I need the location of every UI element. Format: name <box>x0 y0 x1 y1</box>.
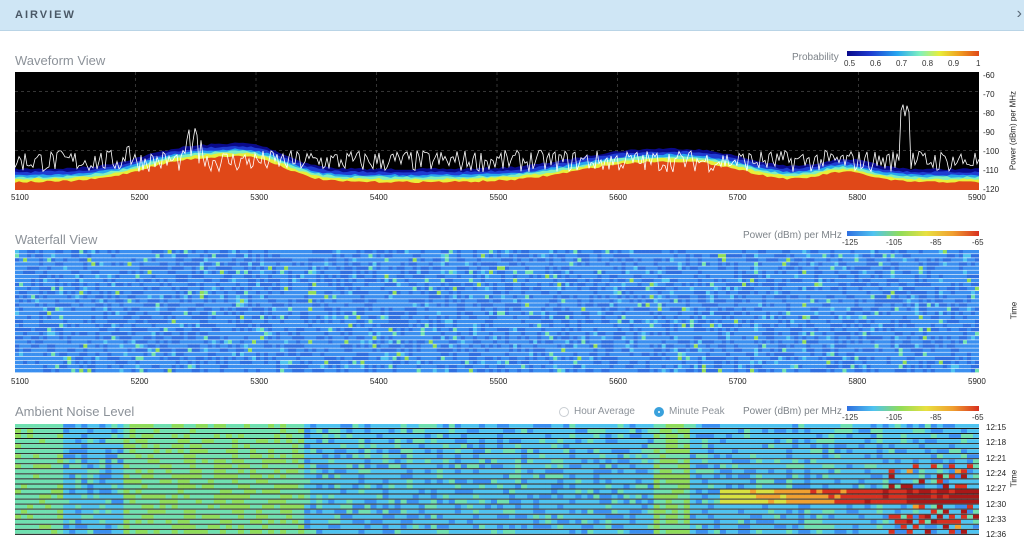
y-tick-label: -110 <box>983 166 998 175</box>
x-tick-label: 5200 <box>131 193 149 202</box>
x-tick-label: 5900 <box>968 377 986 386</box>
time-tick-label: 12:21 <box>986 454 1006 463</box>
waterfall-y-title: Time <box>1010 291 1019 331</box>
x-tick-label: 5600 <box>609 193 627 202</box>
y-tick-label: -80 <box>983 109 995 118</box>
y-tick-label: -60 <box>983 71 995 80</box>
time-tick-label: 12:15 <box>986 423 1006 432</box>
ambient-title: Ambient Noise Level <box>15 404 134 419</box>
time-tick-label: 12:27 <box>986 484 1006 493</box>
hour-average-radio[interactable]: Hour Average <box>559 406 635 417</box>
airview-title: AIRVIEW <box>15 9 76 21</box>
probability-legend-bar <box>847 51 979 56</box>
time-tick-label: 12:18 <box>986 438 1006 447</box>
x-tick-label: 5100 <box>11 377 29 386</box>
x-tick-label: 5800 <box>848 193 866 202</box>
x-tick-label: 5300 <box>250 193 268 202</box>
airview-header: AIRVIEW › <box>0 0 1024 31</box>
x-tick-label: 5700 <box>729 193 747 202</box>
time-tick-label: 12:24 <box>986 469 1006 478</box>
x-tick-label: 5400 <box>370 377 388 386</box>
time-tick-label: 12:33 <box>986 515 1006 524</box>
x-tick-label: 5600 <box>609 377 627 386</box>
waveform-y-title: Power (dBm) per MHz <box>1009 66 1018 196</box>
y-tick-label: -70 <box>983 90 995 99</box>
waterfall-legend-bar <box>847 231 979 236</box>
waveform-title: Waveform View <box>15 53 105 68</box>
x-tick-label: 5100 <box>11 193 29 202</box>
x-tick-label: 5200 <box>131 377 149 386</box>
y-tick-label: -100 <box>983 147 999 156</box>
ambient-plot <box>15 424 979 535</box>
x-tick-label: 5800 <box>848 377 866 386</box>
ambient-legend-label: Power (dBm) per MHz <box>743 406 842 417</box>
radio-unchecked-icon <box>559 407 569 417</box>
x-tick-label: 5300 <box>250 377 268 386</box>
x-tick-label: 5500 <box>490 193 508 202</box>
x-tick-label: 5900 <box>968 193 986 202</box>
waterfall-title: Waterfall View <box>15 232 97 247</box>
waveform-plot <box>15 72 979 190</box>
radio-checked-icon <box>654 407 664 417</box>
probability-legend-label: Probability <box>792 52 839 63</box>
ambient-y-title: Time <box>1010 459 1019 499</box>
x-tick-label: 5400 <box>370 193 388 202</box>
x-tick-label: 5500 <box>490 377 508 386</box>
ambient-legend-bar <box>847 406 979 411</box>
y-tick-label: -120 <box>983 185 999 194</box>
y-tick-label: -90 <box>983 128 995 137</box>
waterfall-plot <box>15 250 979 373</box>
x-tick-label: 5700 <box>729 377 747 386</box>
minute-peak-radio[interactable]: Minute Peak <box>654 406 725 417</box>
waterfall-legend-label: Power (dBm) per MHz <box>743 230 842 241</box>
chevron-right-icon[interactable]: › <box>1017 5 1022 23</box>
time-tick-label: 12:30 <box>986 500 1006 509</box>
